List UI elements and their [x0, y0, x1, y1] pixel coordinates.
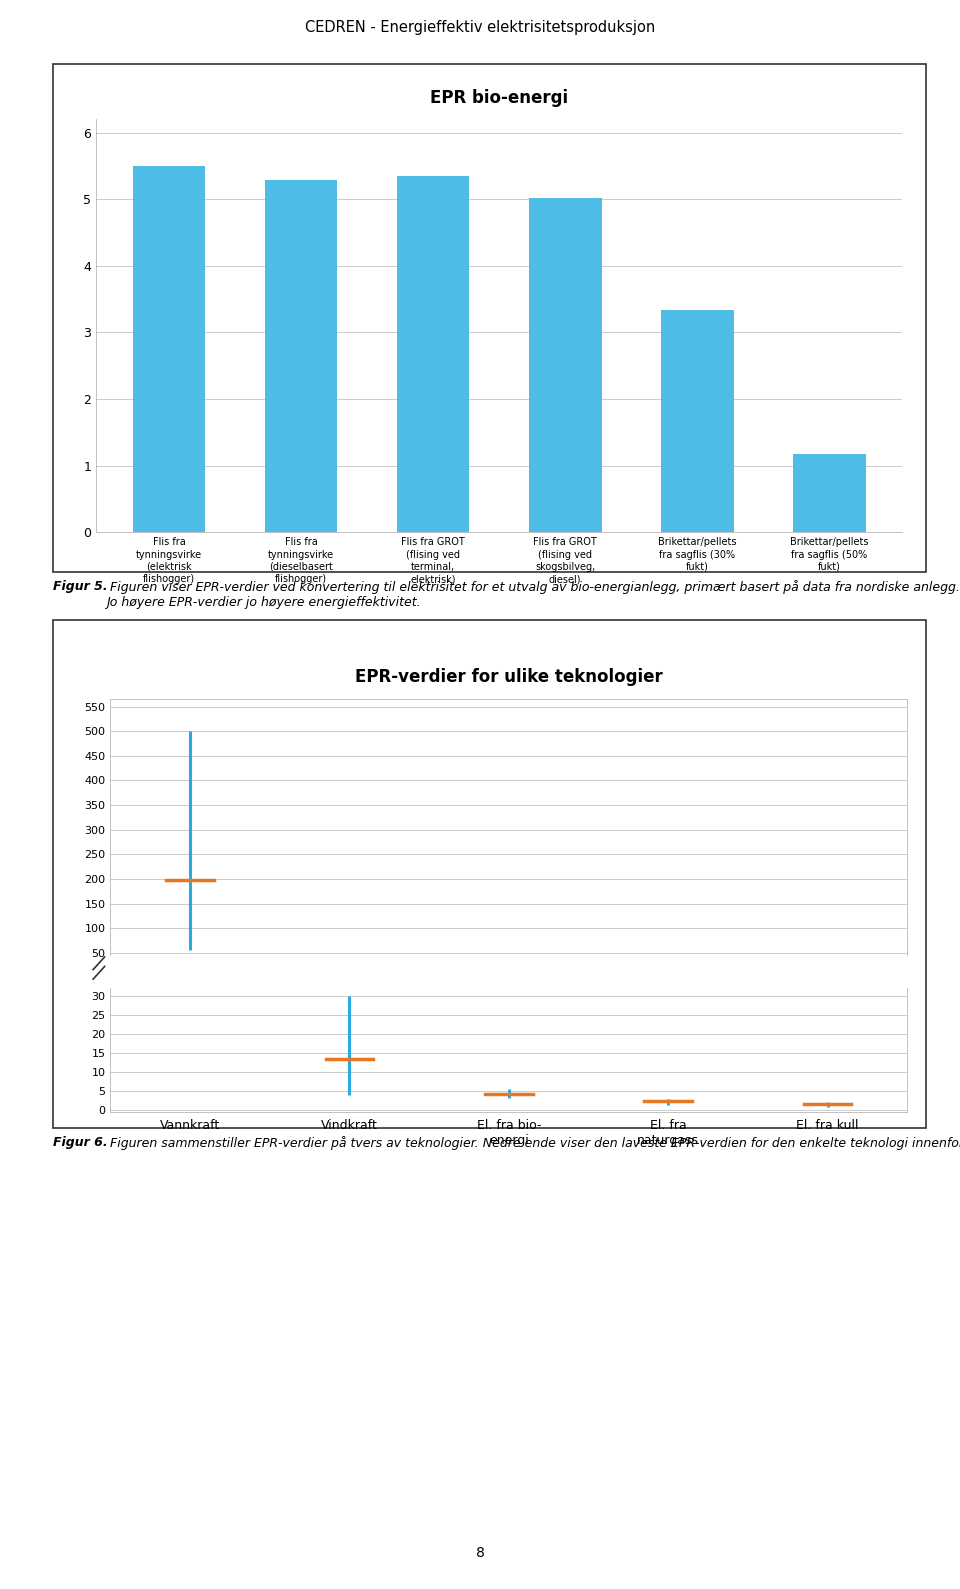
Text: 8: 8 — [475, 1546, 485, 1560]
Text: Figur 5.: Figur 5. — [53, 580, 108, 593]
Bar — [529, 197, 602, 532]
Bar — [661, 310, 733, 532]
Text: Figuren sammenstiller EPR-verdier på tvers av teknologier. Nedre ende viser den : Figuren sammenstiller EPR-verdier på tve… — [106, 1136, 960, 1150]
Title: EPR bio-energi: EPR bio-energi — [430, 89, 568, 106]
Text: Figuren viser EPR-verdier ved konvertering til elektrisitet for et utvalg av bio: Figuren viser EPR-verdier ved konverteri… — [106, 580, 959, 609]
Bar — [396, 176, 469, 532]
Text: Figur 6.: Figur 6. — [53, 1136, 108, 1149]
Bar — [793, 454, 866, 532]
Bar — [132, 165, 205, 532]
Bar — [265, 181, 337, 532]
Text: CEDREN - Energieffektiv elektrisitetsproduksjon: CEDREN - Energieffektiv elektrisitetspro… — [305, 19, 655, 35]
Title: EPR-verdier for ulike teknologier: EPR-verdier for ulike teknologier — [355, 669, 662, 686]
